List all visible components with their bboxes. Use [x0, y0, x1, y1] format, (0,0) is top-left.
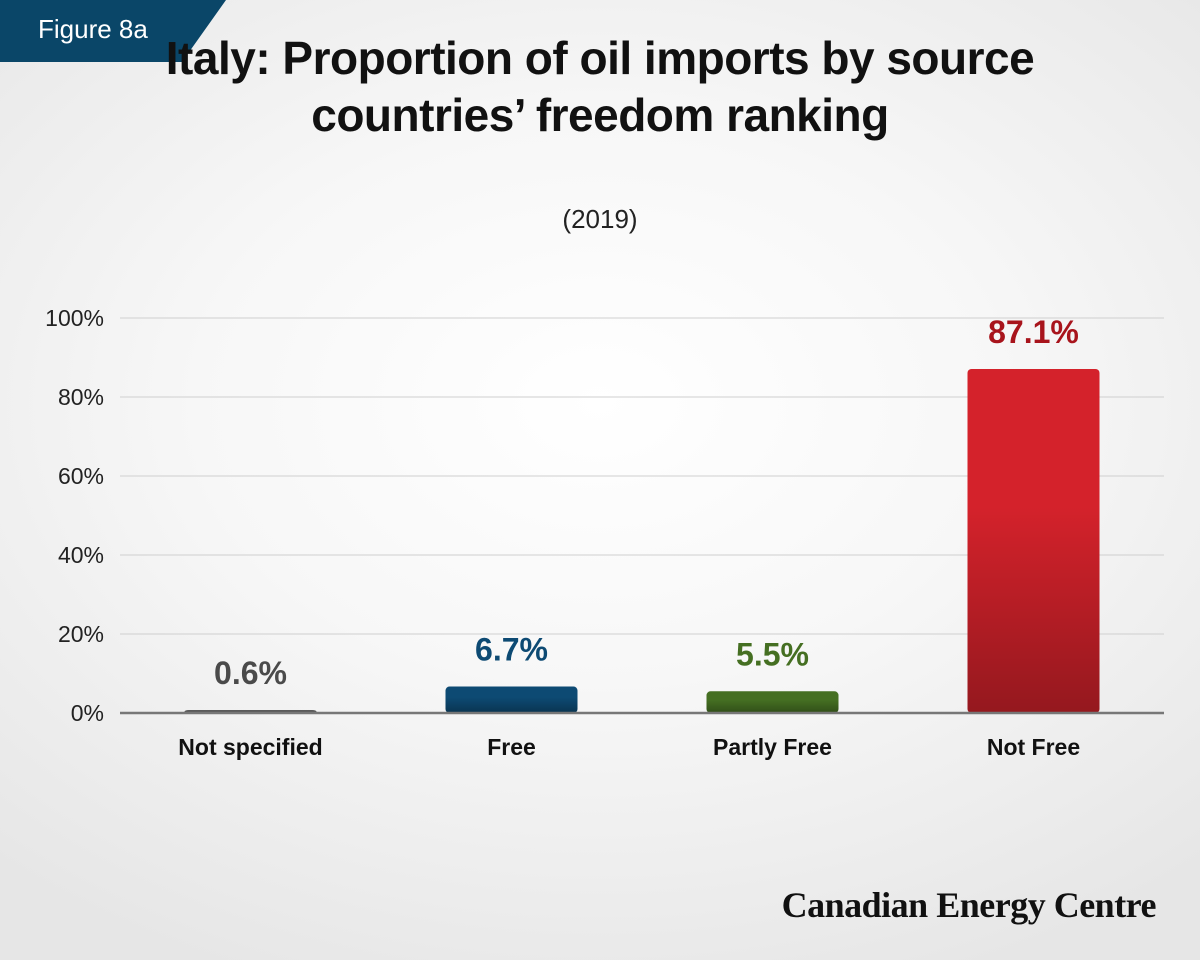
- figure-badge: Figure 8a: [0, 0, 226, 62]
- y-tick-label: 40%: [58, 542, 104, 568]
- data-label: 0.6%: [214, 655, 287, 691]
- bar-shade: [706, 691, 839, 713]
- chart-subtitle: (2019): [562, 204, 638, 234]
- data-label: 6.7%: [475, 632, 548, 668]
- chart-title: Italy: Proportion of oil imports by sour…: [165, 32, 1035, 141]
- x-tick-label: Free: [487, 734, 536, 760]
- y-tick-label: 60%: [58, 463, 104, 489]
- data-label: 5.5%: [736, 636, 809, 672]
- figure-badge-shape: [0, 0, 226, 62]
- data-label: 87.1%: [988, 314, 1079, 350]
- y-tick-label: 0%: [71, 700, 104, 726]
- brand-logo: Canadian Energy Centre: [781, 885, 1157, 925]
- x-tick-label: Not specified: [178, 734, 322, 760]
- bar-shade: [445, 686, 578, 713]
- x-tick-label: Not Free: [987, 734, 1080, 760]
- y-tick-label: 80%: [58, 384, 104, 410]
- x-tick-label: Partly Free: [713, 734, 832, 760]
- bar-shade: [967, 368, 1100, 713]
- bar-chart: 0% 20% 40% 60% 80% 100% 0.6% Not specified 6.7% F…: [45, 305, 1164, 760]
- y-tick-label: 100%: [45, 305, 104, 331]
- y-tick-label: 20%: [58, 621, 104, 647]
- figure-label: Figure 8a: [38, 14, 148, 44]
